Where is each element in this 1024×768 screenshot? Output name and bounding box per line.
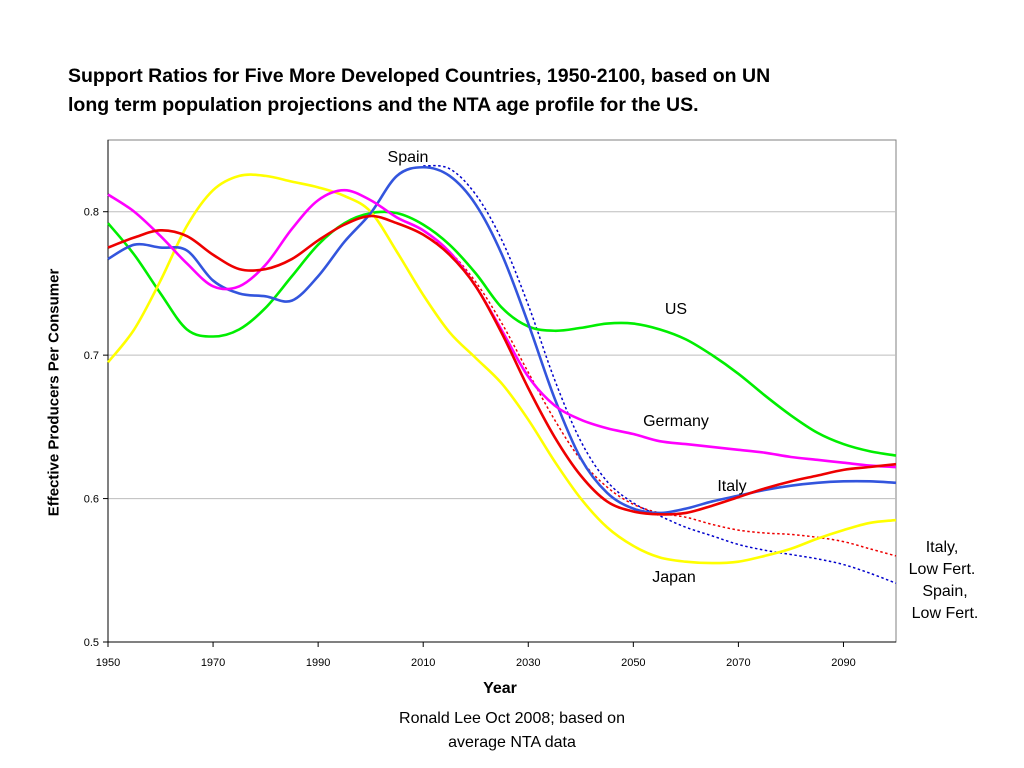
- x-tick-label: 2050: [621, 657, 645, 669]
- x-tick-label: 2010: [411, 657, 435, 669]
- x-tick-label: 1990: [306, 657, 330, 669]
- annotation-japan: Japan: [652, 569, 696, 586]
- source-note-line-2: average NTA data: [448, 734, 576, 751]
- annotation-spain: Spain: [388, 149, 429, 166]
- y-axis-label: Effective Producers Per Consumer: [45, 268, 63, 517]
- x-tick-label: 1970: [201, 657, 225, 669]
- x-axis-label: Year: [483, 680, 517, 697]
- y-tick-label: 0.8: [84, 207, 99, 219]
- annotation-italy: Italy: [717, 478, 746, 495]
- annotation-germany: Germany: [643, 413, 709, 430]
- x-tick-label: 2090: [831, 657, 855, 669]
- chart-title-line-2: long term population projections and the…: [68, 94, 699, 116]
- plot-area: [107, 139, 897, 643]
- y-tick-label: 0.6: [84, 494, 99, 506]
- y-tick-label: 0.7: [84, 350, 99, 362]
- x-tick-label: 2070: [726, 657, 750, 669]
- chart-title-line-1: Support Ratios for Five More Developed C…: [68, 65, 771, 87]
- series-line-spain: [107, 165, 897, 515]
- y-tick-label: 0.5: [84, 637, 99, 649]
- annotation-italy-low-fert: Italy, Low Fert.: [909, 539, 976, 578]
- chart-title: Support Ratios for Five More Developed C…: [68, 62, 928, 120]
- x-tick-label: 1950: [96, 657, 120, 669]
- annotation-spain-low-fert: Spain, Low Fert.: [912, 583, 979, 622]
- source-note: Ronald Lee Oct 2008; based on average NT…: [340, 707, 684, 755]
- series-line-japan: [106, 173, 897, 565]
- series-line-germany: [107, 188, 897, 469]
- source-note-line-1: Ronald Lee Oct 2008; based on: [399, 710, 625, 727]
- x-tick-label: 2030: [516, 657, 540, 669]
- series-line-italy: [107, 214, 897, 516]
- annotation-us: US: [665, 301, 687, 318]
- series-line-us: [107, 210, 897, 457]
